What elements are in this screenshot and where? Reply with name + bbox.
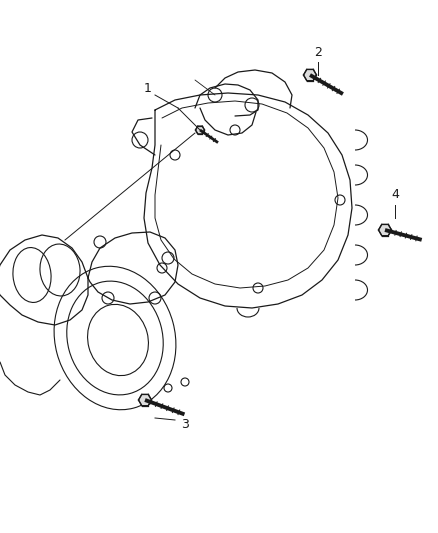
Polygon shape — [304, 69, 317, 80]
Polygon shape — [378, 224, 392, 236]
Text: 4: 4 — [391, 189, 399, 201]
Text: 1: 1 — [144, 82, 152, 94]
Polygon shape — [138, 394, 152, 406]
Text: 3: 3 — [181, 418, 189, 432]
Polygon shape — [195, 126, 205, 134]
Text: 2: 2 — [314, 45, 322, 59]
